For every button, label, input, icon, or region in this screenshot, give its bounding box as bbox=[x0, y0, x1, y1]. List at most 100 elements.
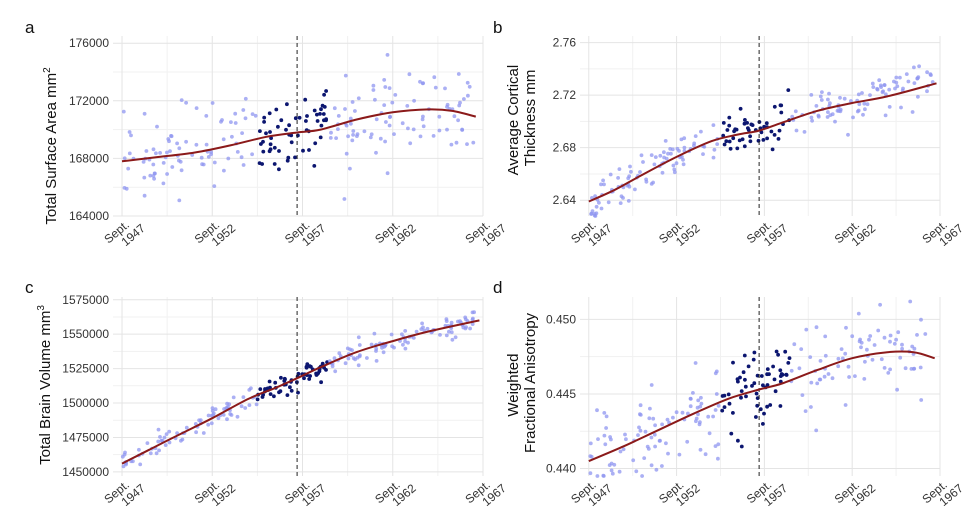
data-point bbox=[385, 171, 390, 176]
data-point bbox=[875, 86, 879, 91]
data-point bbox=[355, 132, 360, 137]
data-point bbox=[233, 111, 238, 116]
trend-line bbox=[121, 108, 477, 163]
data-point bbox=[167, 139, 171, 144]
data-point-dark bbox=[739, 389, 744, 393]
data-point bbox=[800, 393, 805, 397]
data-point bbox=[137, 447, 141, 452]
data-point bbox=[342, 197, 347, 201]
data-point-dark bbox=[728, 146, 733, 151]
data-point bbox=[797, 366, 802, 371]
y-tick-label: 1450000 bbox=[62, 465, 109, 479]
y-tick-label: 2.72 bbox=[553, 88, 577, 102]
data-point-dark bbox=[761, 422, 765, 426]
data-point bbox=[471, 140, 476, 145]
data-point-dark bbox=[284, 127, 288, 132]
data-point bbox=[408, 141, 413, 146]
data-point-dark bbox=[776, 137, 781, 141]
data-point bbox=[862, 101, 867, 106]
data-point-dark bbox=[778, 368, 783, 373]
trend-line bbox=[121, 319, 480, 465]
data-point-dark bbox=[305, 114, 309, 118]
data-point bbox=[862, 377, 867, 381]
data-point bbox=[697, 422, 702, 427]
data-point bbox=[892, 341, 897, 346]
data-point bbox=[332, 356, 337, 361]
data-point bbox=[373, 97, 377, 102]
data-point bbox=[675, 146, 680, 151]
data-point-dark bbox=[293, 155, 297, 160]
data-point bbox=[332, 106, 337, 111]
data-point bbox=[444, 317, 449, 321]
data-point-dark bbox=[279, 375, 283, 380]
data-point bbox=[216, 416, 221, 421]
data-point bbox=[209, 421, 214, 426]
data-point bbox=[353, 109, 357, 113]
data-point bbox=[159, 438, 164, 443]
data-point bbox=[178, 159, 183, 164]
data-point bbox=[241, 395, 246, 399]
data-point bbox=[414, 329, 419, 334]
data-point bbox=[818, 359, 823, 363]
data-point bbox=[908, 299, 913, 304]
data-point bbox=[131, 459, 135, 464]
data-point bbox=[343, 361, 348, 366]
data-point-dark bbox=[754, 415, 758, 419]
data-point bbox=[653, 155, 658, 160]
trend-line bbox=[588, 350, 935, 463]
data-point-dark bbox=[756, 138, 761, 143]
x-tick-label: Sept.1957 bbox=[282, 471, 329, 516]
y-tick-label: 2.76 bbox=[553, 36, 577, 50]
data-point bbox=[895, 387, 899, 392]
data-point bbox=[910, 110, 915, 114]
data-point bbox=[840, 356, 845, 361]
data-point bbox=[206, 155, 211, 159]
data-point bbox=[127, 130, 132, 134]
data-point-dark bbox=[729, 431, 734, 436]
x-tick-label: Sept.1952 bbox=[656, 211, 703, 256]
data-point bbox=[836, 356, 841, 361]
data-point bbox=[846, 132, 850, 137]
data-point-dark bbox=[751, 357, 756, 362]
data-point bbox=[158, 151, 163, 155]
data-point bbox=[254, 402, 259, 407]
data-point bbox=[647, 416, 652, 421]
data-point bbox=[664, 156, 669, 161]
data-point bbox=[602, 411, 607, 415]
data-point bbox=[883, 92, 888, 97]
data-point bbox=[250, 152, 255, 157]
data-point-dark bbox=[279, 118, 284, 123]
data-point bbox=[343, 73, 348, 78]
data-point-dark bbox=[744, 394, 748, 399]
data-point-dark bbox=[261, 149, 266, 154]
data-point-dark bbox=[722, 405, 727, 409]
data-point bbox=[868, 334, 873, 338]
data-point bbox=[443, 86, 447, 91]
data-point bbox=[846, 364, 851, 369]
data-point bbox=[152, 176, 157, 181]
data-point bbox=[126, 166, 131, 171]
data-point bbox=[666, 151, 670, 156]
data-point bbox=[465, 142, 469, 147]
data-point-dark bbox=[765, 367, 770, 371]
data-point bbox=[336, 114, 341, 118]
data-point bbox=[175, 141, 180, 146]
data-point bbox=[882, 366, 887, 370]
data-point-dark bbox=[309, 364, 313, 369]
data-point bbox=[853, 374, 857, 378]
data-point bbox=[184, 139, 189, 144]
data-point bbox=[645, 444, 650, 449]
data-point-dark bbox=[765, 404, 769, 409]
data-point-dark bbox=[739, 395, 743, 400]
data-point-dark bbox=[268, 142, 273, 147]
data-point bbox=[378, 136, 383, 141]
data-point bbox=[151, 162, 156, 167]
data-point bbox=[610, 471, 615, 476]
data-point-dark bbox=[771, 364, 775, 369]
data-point bbox=[809, 380, 814, 385]
data-point bbox=[438, 333, 442, 337]
data-point bbox=[688, 396, 693, 401]
data-point-dark bbox=[740, 137, 745, 142]
data-point bbox=[204, 114, 209, 118]
data-point-dark bbox=[732, 129, 736, 134]
